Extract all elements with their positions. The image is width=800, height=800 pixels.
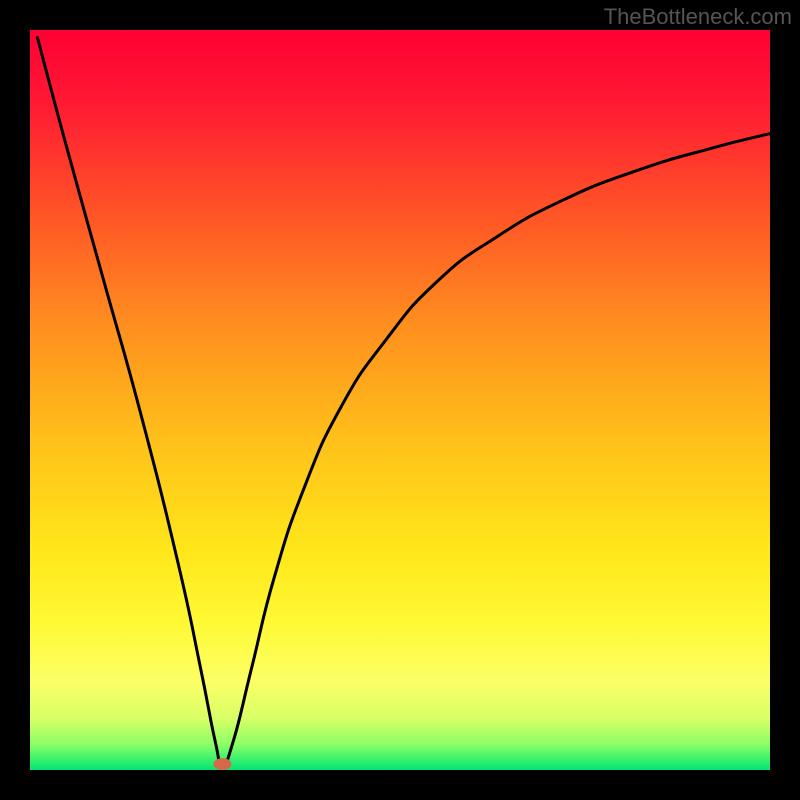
bottleneck-chart [0,0,800,800]
chart-container: TheBottleneck.com [0,0,800,800]
minimum-marker [213,758,231,770]
chart-plot-background [30,30,770,770]
watermark-text: TheBottleneck.com [604,4,792,30]
